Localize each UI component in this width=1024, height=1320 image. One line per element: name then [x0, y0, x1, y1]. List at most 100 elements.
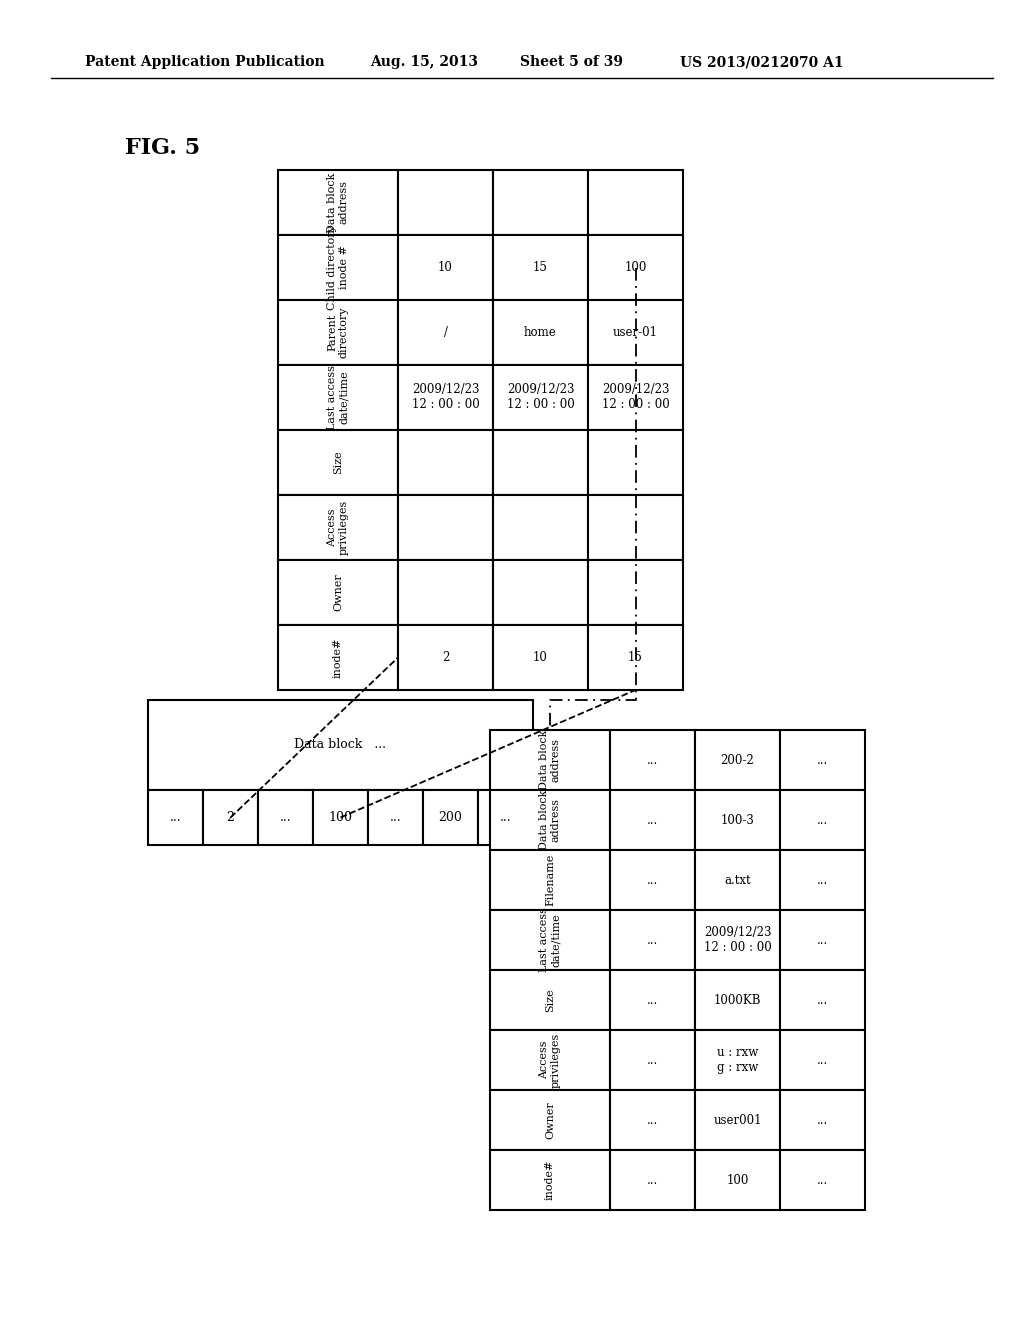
Text: ...: ... — [647, 1053, 658, 1067]
Bar — [610, 970, 695, 1030]
Bar — [610, 789, 695, 850]
Text: 200-2: 200-2 — [721, 754, 755, 767]
Bar — [780, 730, 865, 789]
Bar — [588, 366, 683, 430]
Bar — [780, 1090, 865, 1150]
Text: Data block
address: Data block address — [540, 730, 561, 791]
Text: ...: ... — [647, 1173, 658, 1187]
Bar — [695, 1090, 780, 1150]
Text: Owner: Owner — [545, 1101, 555, 1139]
Text: 100: 100 — [329, 810, 352, 824]
Text: 100: 100 — [625, 261, 647, 275]
Text: user-01: user-01 — [613, 326, 658, 339]
Bar — [610, 909, 695, 970]
Bar — [398, 235, 493, 300]
Bar — [398, 495, 493, 560]
Text: Data block
address: Data block address — [540, 789, 561, 850]
Text: ...: ... — [647, 994, 658, 1006]
Bar — [490, 850, 610, 909]
Bar — [780, 909, 865, 970]
Bar — [610, 730, 695, 789]
Bar — [588, 430, 683, 495]
Bar — [368, 789, 423, 845]
Bar — [490, 789, 610, 850]
Text: Owner: Owner — [333, 574, 343, 611]
Text: 2009/12/23
12 : 00 : 00: 2009/12/23 12 : 00 : 00 — [507, 384, 574, 412]
Bar — [398, 366, 493, 430]
Text: ...: ... — [500, 810, 511, 824]
Bar — [588, 235, 683, 300]
Text: 2009/12/23
12 : 00 : 00: 2009/12/23 12 : 00 : 00 — [703, 927, 771, 954]
Bar — [493, 560, 588, 624]
Bar — [695, 789, 780, 850]
Bar — [493, 170, 588, 235]
Text: Parent
directory: Parent directory — [328, 306, 349, 358]
Bar — [278, 300, 398, 366]
Text: 15: 15 — [534, 261, 548, 275]
Text: Access
privileges: Access privileges — [540, 1032, 561, 1088]
Bar — [610, 1030, 695, 1090]
Bar — [313, 789, 368, 845]
Text: 100: 100 — [726, 1173, 749, 1187]
Bar — [780, 789, 865, 850]
Text: Child directory
inode #: Child directory inode # — [328, 226, 349, 310]
Text: ...: ... — [817, 754, 828, 767]
Text: 2: 2 — [226, 810, 234, 824]
Bar — [588, 560, 683, 624]
Bar — [490, 1090, 610, 1150]
Text: u : rxw
g : rxw: u : rxw g : rxw — [717, 1045, 758, 1074]
Text: ...: ... — [647, 1114, 658, 1126]
Text: Last access
date/time: Last access date/time — [540, 908, 561, 973]
Text: home: home — [524, 326, 557, 339]
Text: Aug. 15, 2013: Aug. 15, 2013 — [370, 55, 478, 69]
Text: 100-3: 100-3 — [721, 813, 755, 826]
Bar — [398, 170, 493, 235]
Text: Patent Application Publication: Patent Application Publication — [85, 55, 325, 69]
Bar — [493, 495, 588, 560]
Text: 200: 200 — [438, 810, 463, 824]
Bar — [588, 170, 683, 235]
Text: Data block
address: Data block address — [328, 173, 349, 232]
Text: a.txt: a.txt — [724, 874, 751, 887]
Bar — [780, 1030, 865, 1090]
Bar — [278, 430, 398, 495]
Text: ...: ... — [390, 810, 401, 824]
Bar — [278, 235, 398, 300]
Text: 15: 15 — [628, 651, 643, 664]
Bar — [780, 1150, 865, 1210]
Bar — [490, 970, 610, 1030]
Bar — [780, 970, 865, 1030]
Text: 1000KB: 1000KB — [714, 994, 761, 1006]
Text: ...: ... — [817, 1114, 828, 1126]
Text: user001: user001 — [714, 1114, 762, 1126]
Bar — [695, 970, 780, 1030]
Bar — [610, 850, 695, 909]
Text: 10: 10 — [438, 261, 453, 275]
Text: ...: ... — [817, 874, 828, 887]
Bar — [490, 730, 610, 789]
Bar — [493, 624, 588, 690]
Bar — [588, 624, 683, 690]
Bar — [148, 700, 534, 789]
Text: Sheet 5 of 39: Sheet 5 of 39 — [520, 55, 623, 69]
Bar — [695, 1150, 780, 1210]
Bar — [610, 1150, 695, 1210]
Bar — [695, 730, 780, 789]
Text: Size: Size — [545, 989, 555, 1012]
Bar — [695, 850, 780, 909]
Bar — [278, 366, 398, 430]
Text: ...: ... — [817, 994, 828, 1006]
Text: 2009/12/23
12 : 00 : 00: 2009/12/23 12 : 00 : 00 — [412, 384, 479, 412]
Bar — [493, 235, 588, 300]
Text: 2009/12/23
12 : 00 : 00: 2009/12/23 12 : 00 : 00 — [602, 384, 670, 412]
Bar — [695, 909, 780, 970]
Bar — [493, 430, 588, 495]
Bar — [423, 789, 478, 845]
Bar — [588, 495, 683, 560]
Bar — [398, 430, 493, 495]
Bar — [490, 1150, 610, 1210]
Bar — [278, 624, 398, 690]
Text: /: / — [443, 326, 447, 339]
Bar — [610, 1090, 695, 1150]
Text: Last access
date/time: Last access date/time — [328, 366, 349, 430]
